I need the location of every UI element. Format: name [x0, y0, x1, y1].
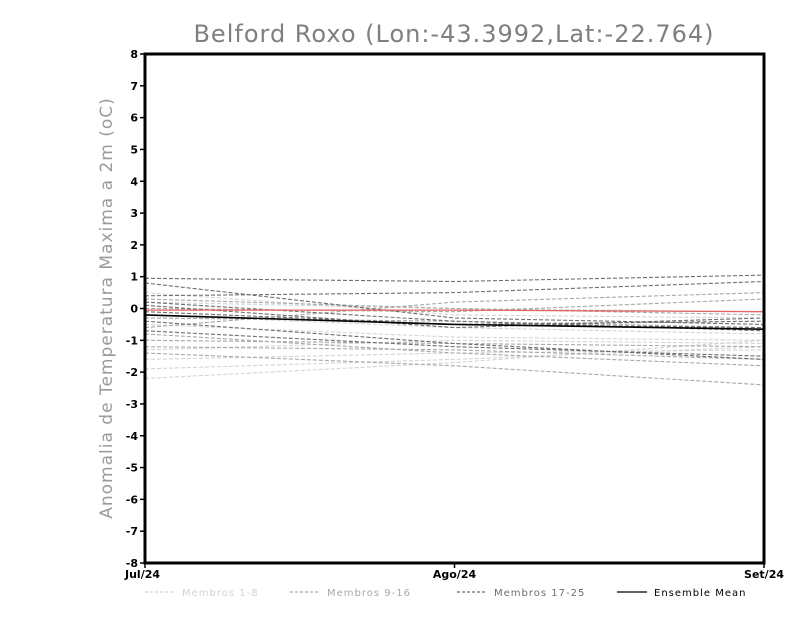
series-line-17 — [144, 274, 765, 283]
series-line-7 — [144, 349, 765, 360]
y-tick-label: -7 — [126, 525, 138, 538]
series-line-14 — [144, 346, 765, 360]
x-axis: Jul/24 Ago/24 Set/24 — [124, 563, 784, 581]
series-line-26 — [144, 314, 765, 330]
legend: Membros 1-8 Membros 9-16 Membros 17-25 Ense… — [145, 588, 746, 599]
series-line-11 — [144, 352, 765, 386]
plot-area — [144, 274, 765, 386]
y-tick-label: 8 — [130, 48, 138, 61]
y-tick-label: 7 — [130, 80, 138, 93]
series-line-13 — [144, 292, 765, 329]
legend-label: Membros 9-16 — [327, 588, 411, 599]
y-tick-label: -3 — [126, 398, 138, 411]
x-tick-label: Ago/24 — [433, 568, 477, 581]
series-line-6 — [144, 323, 765, 341]
y-tick-label: -5 — [126, 462, 138, 475]
highlight-series-line — [145, 309, 765, 313]
y-tick-label: 4 — [130, 175, 138, 188]
y-tick-label: -2 — [126, 366, 138, 379]
series-line-22 — [144, 301, 765, 332]
series-line-3 — [144, 292, 765, 319]
series-line-1 — [144, 346, 765, 370]
series-line-9 — [144, 298, 765, 316]
y-tick-label: 1 — [130, 271, 138, 284]
y-tick-label: 3 — [130, 207, 138, 220]
series-line-24 — [144, 330, 765, 357]
y-tick-label: 6 — [130, 112, 138, 125]
series-line-19 — [144, 280, 765, 297]
series-line-25 — [144, 304, 765, 329]
series-line-21 — [144, 320, 765, 360]
x-tick-label: Set/24 — [744, 568, 784, 581]
legend-label: Ensemble Mean — [654, 588, 746, 599]
x-tick-label: Jul/24 — [124, 568, 160, 581]
y-tick-label: 2 — [130, 239, 138, 252]
series-line-16 — [144, 333, 765, 367]
y-tick-label: 0 — [130, 303, 138, 316]
y-axis: -8 -7 -6 -5 -4 -3 -2 -1 0 1 2 3 4 5 6 7 8 — [126, 48, 145, 570]
legend-label: Membros 17-25 — [494, 588, 585, 599]
y-tick-label: 5 — [130, 143, 138, 156]
y-axis-label: Anomalia de Temperatura Maxima a 2m (oC) — [97, 97, 117, 519]
series-line-4 — [144, 339, 765, 351]
y-tick-label: -4 — [126, 430, 139, 443]
y-tick-label: -6 — [126, 493, 139, 506]
legend-label: Membros 1-8 — [182, 588, 259, 599]
series-line-10 — [144, 339, 765, 348]
series-line-2 — [144, 339, 765, 380]
chart-title: Belford Roxo (Lon:-43.3992,Lat:-22.764) — [193, 20, 714, 48]
y-tick-label: -8 — [126, 557, 138, 570]
y-tick-label: -1 — [126, 334, 138, 347]
